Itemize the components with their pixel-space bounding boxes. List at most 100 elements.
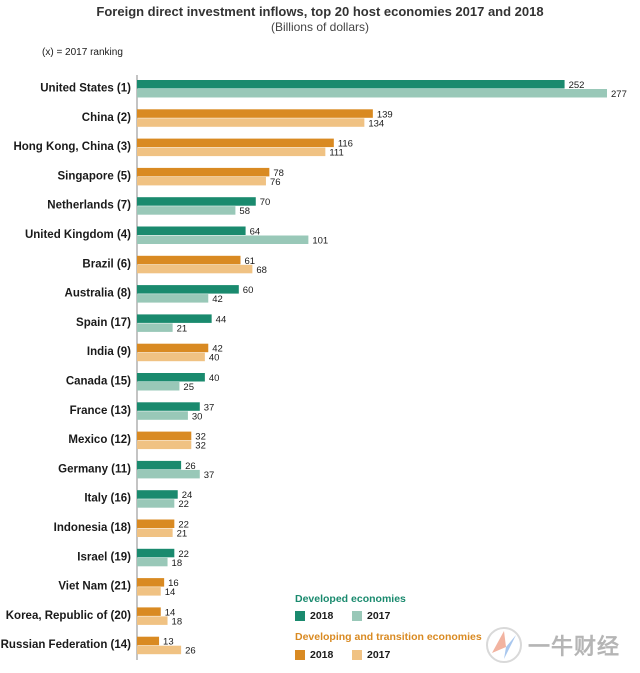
category-label: United States (1)	[40, 83, 131, 95]
bar-2018	[137, 255, 241, 265]
data-label-2018: 32	[195, 432, 206, 443]
legend-developing-heading: Developing and transition economies	[295, 631, 482, 643]
bar-2017	[137, 235, 309, 244]
bar-2018	[137, 607, 161, 616]
bar-2018	[137, 197, 256, 206]
bar-2018	[137, 578, 165, 587]
legend-label-developing-2017: 2017	[367, 649, 391, 661]
data-label-2017: 58	[239, 206, 250, 217]
bar-2018	[137, 402, 200, 411]
data-label-2018: 14	[165, 607, 176, 618]
bar-2017	[137, 206, 236, 215]
data-label-2017: 76	[270, 177, 281, 188]
bar-2018	[137, 314, 212, 323]
bar-2018	[137, 226, 246, 235]
bar-2018	[137, 636, 160, 646]
data-label-2018: 16	[168, 578, 179, 589]
bar-2017	[137, 411, 188, 420]
bar-2017	[137, 118, 365, 127]
bar-2017	[137, 440, 192, 450]
watermark-text: 一牛财经	[528, 634, 621, 659]
bar-2018	[137, 431, 192, 441]
bar-2017	[137, 89, 607, 98]
bar-2017	[137, 645, 182, 655]
data-label-2018: 252	[569, 80, 585, 91]
data-label-2018: 26	[185, 461, 196, 472]
legend-swatch-developing-2018	[295, 650, 305, 660]
data-label-2018: 61	[245, 256, 256, 267]
bar-2018	[137, 490, 178, 499]
bar-2018	[137, 373, 205, 382]
data-label-2018: 44	[216, 314, 227, 325]
bar-2017	[137, 587, 161, 596]
data-label-2018: 22	[178, 549, 189, 560]
legend-label-developing-2018: 2018	[310, 649, 334, 661]
data-label-2017: 101	[312, 236, 328, 247]
watermark: 一牛财经	[484, 625, 620, 665]
data-label-2017: 111	[329, 148, 343, 159]
data-label-2018: 40	[209, 373, 220, 384]
data-label-2017: 21	[177, 323, 188, 334]
category-label: Italy (16)	[84, 493, 131, 505]
bar-2017	[137, 323, 173, 332]
bar-2018	[137, 80, 565, 89]
bar-2018	[137, 285, 239, 294]
category-label: Spain (17)	[76, 317, 131, 329]
bar-2018	[137, 167, 270, 177]
legend-label-developed-2018: 2018	[310, 610, 334, 622]
data-label-2017: 14	[165, 587, 176, 598]
category-label: Indonesia (18)	[54, 522, 131, 534]
bar-2018	[137, 460, 182, 470]
legend-swatch-developed-2018	[295, 611, 305, 621]
data-label-2018: 139	[377, 109, 393, 120]
category-label: Russian Federation (14)	[1, 639, 132, 651]
data-label-2018: 24	[182, 490, 193, 501]
data-label-2017: 22	[178, 499, 189, 510]
bar-2017	[137, 264, 253, 274]
data-label-2018: 70	[260, 197, 271, 208]
legend-label-developed-2017: 2017	[367, 610, 391, 622]
data-label-2017: 277	[611, 89, 627, 100]
data-label-2017: 30	[192, 411, 203, 422]
bar-2017	[137, 176, 266, 186]
category-label: United Kingdom (4)	[25, 229, 131, 241]
legend-developing-2017: 2017	[352, 649, 390, 661]
category-label: Canada (15)	[66, 376, 131, 388]
legend-swatch-developing-2017	[352, 650, 362, 660]
category-label: Singapore (5)	[58, 170, 132, 182]
data-label-2018: 60	[243, 285, 254, 296]
category-label: Germany (11)	[58, 463, 131, 475]
chart-title: Foreign direct investment inflows, top 2…	[96, 4, 544, 19]
category-label: Brazil (6)	[82, 258, 131, 270]
data-label-2017: 18	[172, 616, 183, 627]
ranking-note: (x) = 2017 ranking	[42, 47, 123, 58]
bar-2018	[137, 343, 209, 353]
data-label-2018: 78	[273, 168, 284, 179]
legend-developed-heading: Developed economies	[295, 593, 406, 605]
category-label: India (9)	[87, 346, 131, 358]
bar-2018	[137, 548, 175, 558]
data-label-2017: 21	[177, 529, 188, 540]
bar-2017	[137, 294, 209, 303]
bar-2018	[137, 109, 373, 118]
category-label: Israel (19)	[77, 551, 131, 563]
legend-developed-2017: 2017	[352, 610, 390, 622]
chart-subtitle: (Billions of dollars)	[270, 20, 370, 34]
legend-developed-2018: 2018	[295, 610, 333, 622]
legend-developing-2018: 2018	[295, 649, 333, 661]
data-label-2017: 40	[209, 353, 220, 364]
data-label-2018: 13	[163, 637, 174, 648]
data-label-2017: 37	[204, 470, 215, 481]
data-label-2017: 25	[183, 382, 194, 393]
bar-2018	[137, 519, 175, 528]
bar-2017	[137, 557, 168, 567]
category-label: Netherlands (7)	[47, 200, 131, 212]
category-label: Korea, Republic of (20)	[6, 610, 131, 622]
data-label-2017: 32	[195, 441, 206, 452]
data-label-2017: 18	[172, 558, 183, 569]
category-label: Australia (8)	[65, 288, 132, 300]
legend-swatch-developed-2017	[352, 611, 362, 621]
bar-2017	[137, 499, 175, 508]
bar-2017	[137, 616, 168, 625]
